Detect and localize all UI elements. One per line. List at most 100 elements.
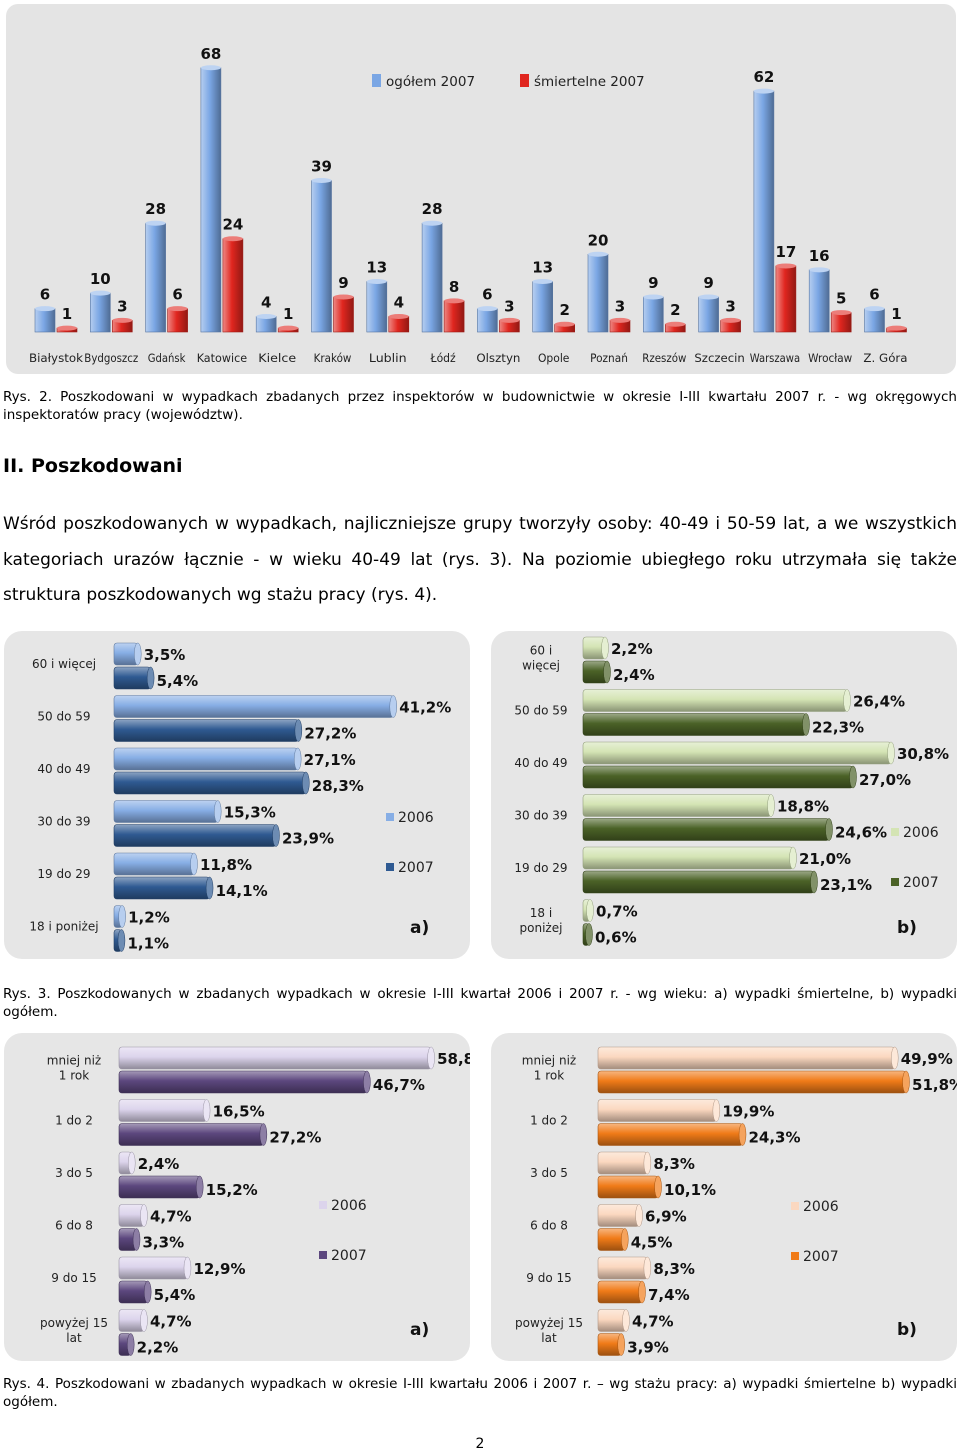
legend-label-2006: 2006 <box>903 825 939 841</box>
value-2006-1: 26,4% <box>853 693 905 711</box>
category-label-5-0: 18 i <box>530 906 552 920</box>
category-label-3: 30 do 39 <box>37 815 90 829</box>
bar-smiertelne-cap-12 <box>720 317 741 323</box>
bar-2006-cap-5 <box>586 899 594 922</box>
legend-swatch-2006 <box>386 813 394 821</box>
category-label-5-1: lat <box>541 1331 557 1345</box>
bar-smiertelne-13 <box>775 265 797 333</box>
chart-background <box>6 4 956 374</box>
value-ogolem-13: 62 <box>753 68 774 86</box>
value-2007-0: 51,8% <box>912 1076 957 1094</box>
bar-2007-4 <box>113 876 210 900</box>
category-label-1: 50 do 59 <box>514 704 567 718</box>
bar-2007-4 <box>582 870 815 894</box>
value-2007-4: 7,4% <box>648 1286 690 1304</box>
bar-ogolem-cap-2 <box>145 220 166 226</box>
bar-2007-cap-4 <box>638 1280 646 1304</box>
category-label-3: Katowice <box>197 351 247 365</box>
bar-2006-cap-5 <box>622 1309 630 1332</box>
category-label-15: Z. Góra <box>863 351 907 365</box>
legend-label-smiertelne: śmiertelne 2007 <box>534 74 645 90</box>
value-smiertelne-13: 17 <box>775 243 796 261</box>
bar-ogolem-1 <box>90 292 111 333</box>
bar-2007-cap-0 <box>603 660 611 684</box>
value-2006-2: 2,4% <box>138 1155 180 1173</box>
bar-2007-cap-1 <box>294 719 303 742</box>
regions-bar-chart: 61Białystok103Bydgoszcz286Gdańsk6824Kato… <box>6 4 956 374</box>
section-heading: II. Poszkodowani <box>3 455 183 477</box>
bar-2006-cap-0 <box>601 636 609 660</box>
bar-2006-cap-3 <box>635 1204 643 1227</box>
bar-ogolem-cap-9 <box>532 278 553 284</box>
value-ogolem-11: 9 <box>648 274 658 292</box>
bar-2007-cap-5 <box>117 929 126 952</box>
category-label-9: Opole <box>538 351 570 365</box>
bar-ogolem-14 <box>808 269 830 333</box>
legend-label-2006: 2006 <box>803 1199 839 1215</box>
bar-smiertelne-7 <box>443 300 465 333</box>
value-2006-1: 19,9% <box>722 1103 774 1121</box>
category-label-0-1: 1 rok <box>59 1069 89 1083</box>
category-label-1: 1 do 2 <box>530 1114 568 1128</box>
legend-label-2006: 2006 <box>398 810 434 826</box>
age-fatal-chart: 60 i więcej 3,5% 5,4% 50 do 59 41,2% 27,2% 40 … <box>4 631 470 959</box>
bar-2007-cap-5 <box>585 923 593 946</box>
bar-ogolem-15 <box>864 308 885 333</box>
panel-letter: a) <box>410 918 429 938</box>
bar-ogolem-5 <box>311 180 332 333</box>
value-ogolem-6: 13 <box>366 258 387 276</box>
bar-2006-1 <box>597 1099 717 1122</box>
legend-swatch-smiertelne <box>520 74 529 87</box>
bar-2006-3 <box>597 1204 640 1227</box>
value-2006-5: 4,7% <box>632 1313 674 1331</box>
bar-ogolem-cap-8 <box>477 306 498 312</box>
value-smiertelne-2: 6 <box>172 286 182 304</box>
value-2007-1: 27,2% <box>269 1129 321 1147</box>
category-label-4: 9 do 15 <box>526 1271 572 1285</box>
category-label-5: 18 i poniżej <box>29 920 98 934</box>
value-2007-5: 2,2% <box>137 1339 179 1357</box>
bar-ogolem-11 <box>642 296 664 333</box>
bar-2007-cap-1 <box>738 1123 747 1146</box>
bar-2007-4 <box>118 1280 148 1304</box>
legend-swatch-2006 <box>791 1202 799 1210</box>
bar-2006-cap-2 <box>293 747 302 771</box>
bar-2006-4 <box>597 1256 648 1280</box>
figure-3b-panel: 60 i więcej 2,2% 2,4% 50 do 59 26,4% 22,3% 40 d… <box>491 631 957 959</box>
value-2006-1: 16,5% <box>213 1103 265 1121</box>
bar-2006-2 <box>582 741 892 765</box>
legend-label-2006: 2006 <box>331 1198 367 1214</box>
bar-2007-cap-3 <box>621 1228 629 1251</box>
category-label-0: 60 i więcej <box>32 657 96 671</box>
category-label-2: 3 do 5 <box>55 1166 93 1180</box>
value-2007-3: 24,6% <box>835 824 887 842</box>
bar-2007-3 <box>582 818 830 841</box>
bar-ogolem-cap-12 <box>698 294 719 300</box>
bar-smiertelne-cap-15 <box>886 325 907 331</box>
legend-label-2007: 2007 <box>398 860 434 876</box>
value-2007-4: 5,4% <box>154 1286 196 1304</box>
panel-letter: b) <box>897 1320 917 1340</box>
category-label-4: 19 do 29 <box>514 861 567 875</box>
value-2007-2: 27,0% <box>859 771 911 789</box>
bar-2007-1 <box>118 1123 264 1146</box>
value-2006-3: 6,9% <box>645 1208 687 1226</box>
bar-2006-cap-1 <box>389 695 397 718</box>
value-2007-5: 0,6% <box>595 929 637 947</box>
value-ogolem-12: 9 <box>703 274 713 292</box>
value-2006-3: 18,8% <box>777 798 829 816</box>
value-smiertelne-0: 1 <box>62 305 72 323</box>
value-2007-3: 3,3% <box>143 1234 185 1252</box>
bar-2007-cap-0 <box>146 666 155 690</box>
value-ogolem-3: 68 <box>200 45 221 63</box>
chart-background <box>4 631 470 959</box>
value-ogolem-15: 6 <box>869 286 879 304</box>
bar-2006-0 <box>597 1046 896 1070</box>
value-2007-2: 28,3% <box>312 777 364 795</box>
bar-2007-cap-5 <box>126 1333 135 1356</box>
value-2007-2: 10,1% <box>664 1181 716 1199</box>
bar-smiertelne-cap-2 <box>167 306 188 312</box>
bar-2007-3 <box>597 1228 626 1251</box>
bar-2006-cap-3 <box>140 1204 148 1227</box>
value-2007-1: 22,3% <box>812 719 864 737</box>
